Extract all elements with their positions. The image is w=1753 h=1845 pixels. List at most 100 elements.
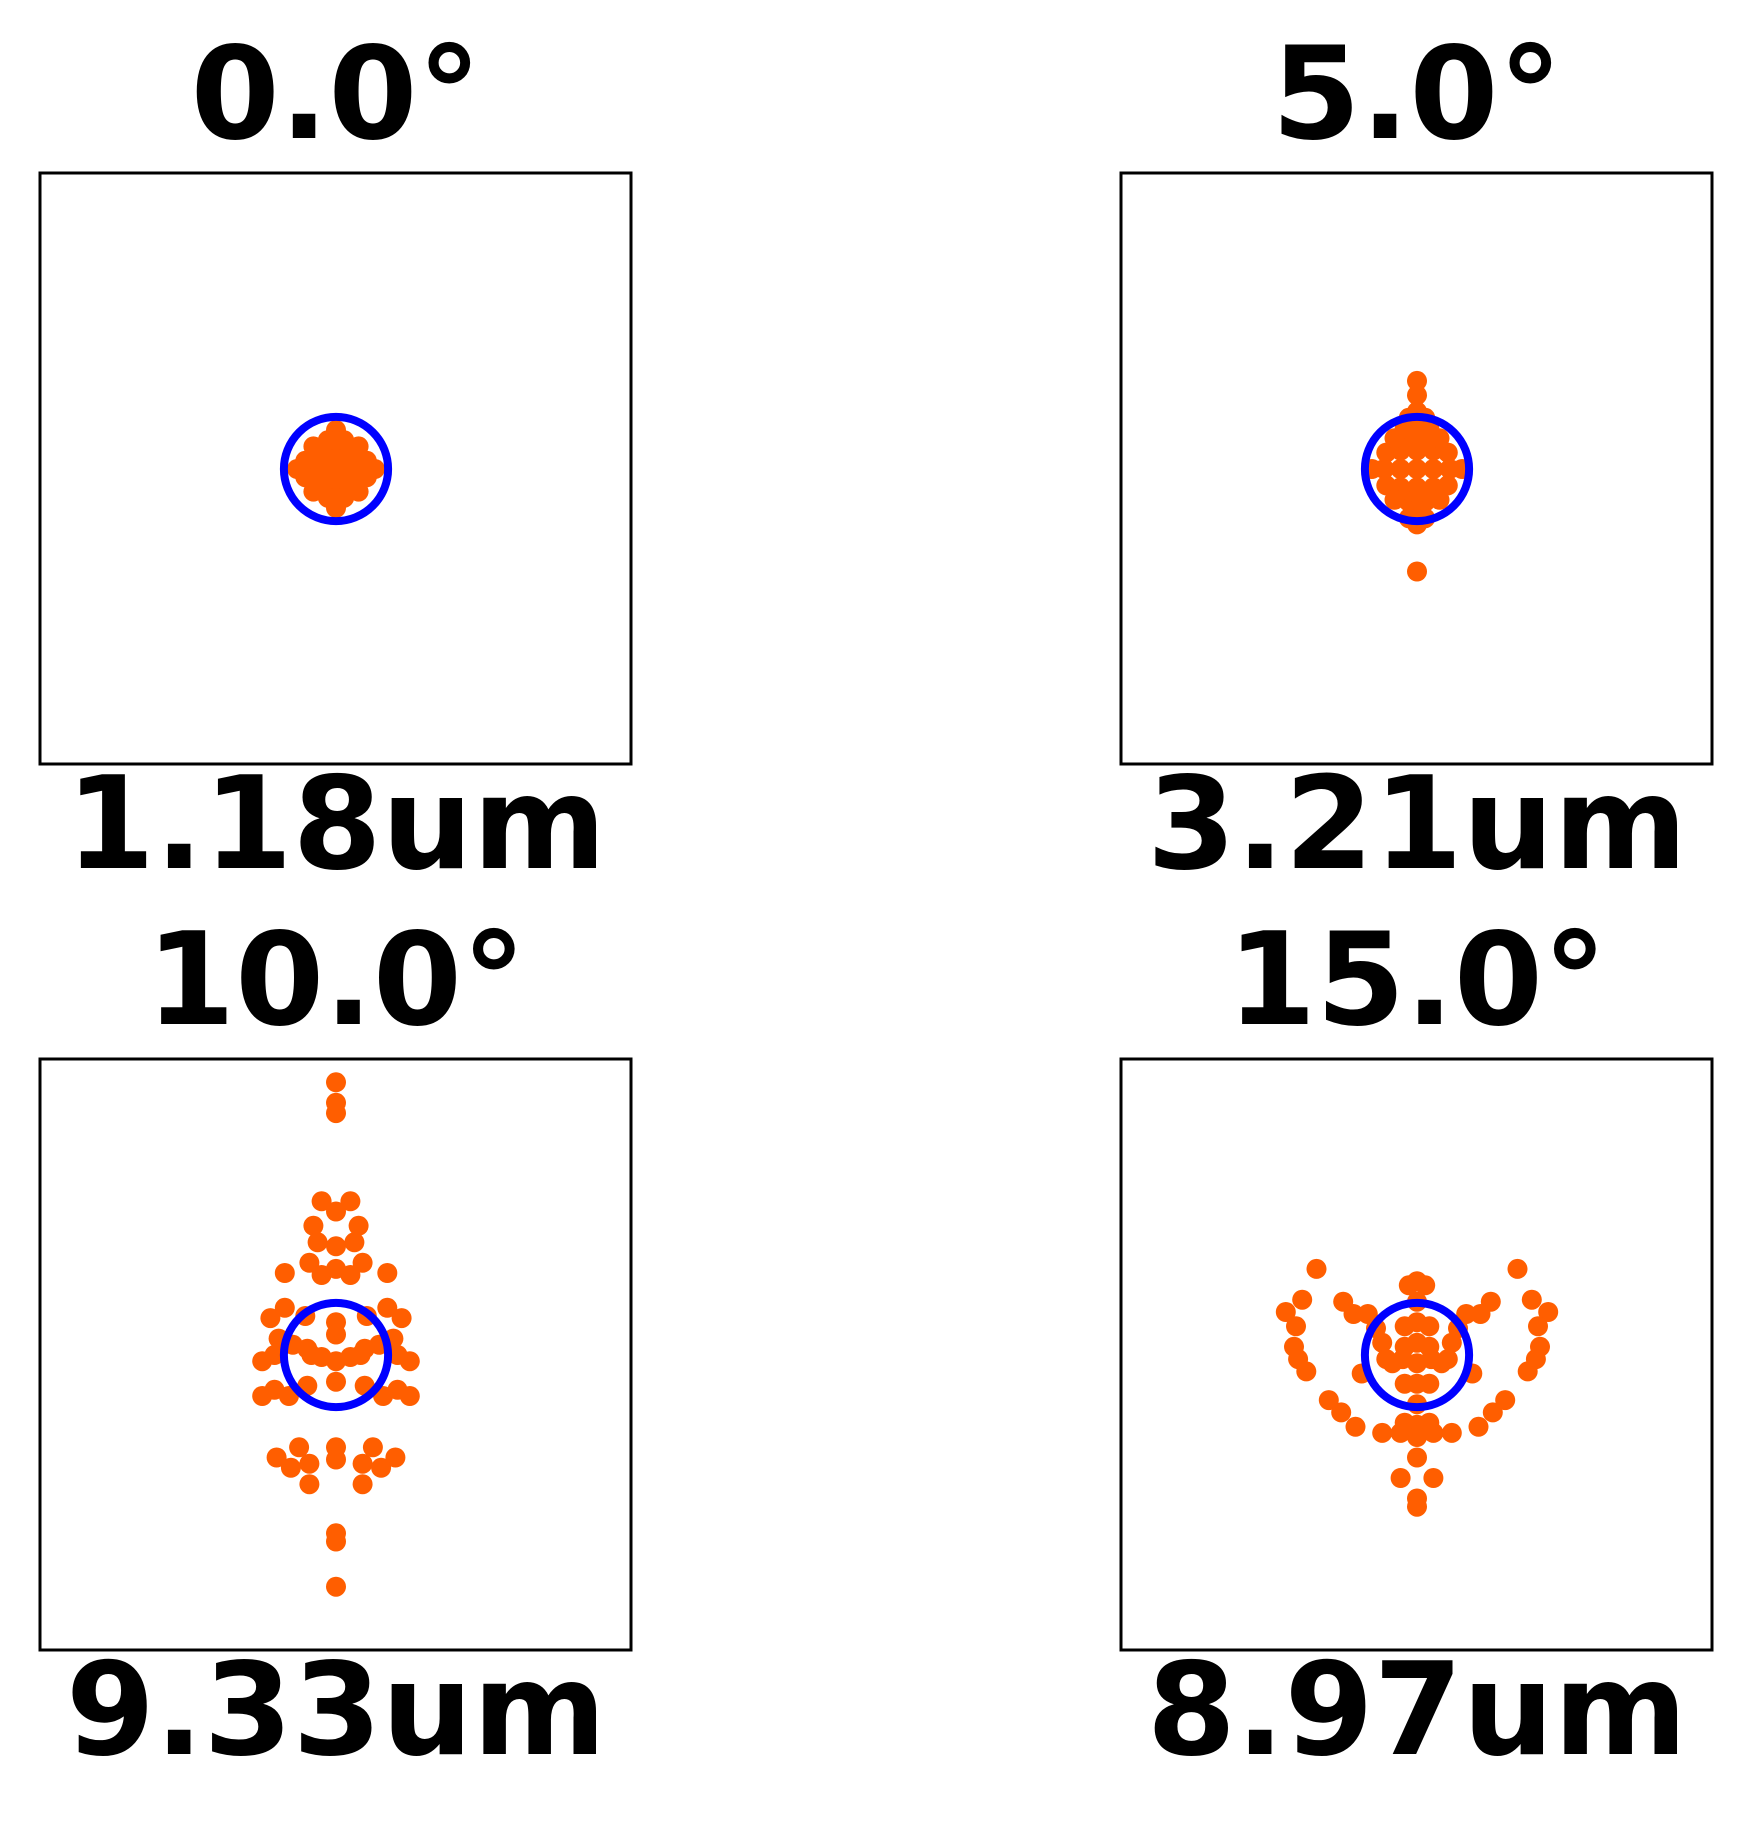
ray-spot-point	[352, 1474, 373, 1495]
ray-spot-point	[1372, 1332, 1393, 1353]
ray-spot-point	[1331, 1402, 1352, 1423]
ray-spot-point	[1468, 1416, 1489, 1437]
ray-spot-point	[344, 1232, 365, 1253]
ray-spot-point	[264, 1345, 285, 1365]
ray-spot-point	[1423, 459, 1444, 479]
ray-spot-point	[274, 1263, 295, 1283]
ray-spot-point	[334, 430, 355, 451]
ray-spot-point	[1407, 1427, 1427, 1447]
ray-spot-point	[326, 1072, 346, 1093]
ray-spot-point	[326, 1103, 346, 1124]
spot-panel: 0.0° 1.18um	[38, 20, 633, 899]
ray-spot-point	[307, 1232, 328, 1253]
ray-spot-point	[387, 1345, 408, 1365]
ray-spot-point	[1390, 1468, 1411, 1488]
ray-spot-point	[1372, 1422, 1393, 1443]
ray-spot-point	[1407, 459, 1427, 479]
ray-spot-point	[1538, 1302, 1559, 1322]
ray-spot-point	[260, 1308, 281, 1329]
ray-spot-point	[1394, 1373, 1415, 1394]
ray-spot-point	[1306, 1258, 1327, 1279]
ray-spot-point	[1423, 1468, 1444, 1488]
ray-spot-point	[336, 459, 357, 479]
ray-spot-point	[1398, 1275, 1419, 1296]
ray-spot-point	[1345, 1416, 1366, 1437]
ray-spot-point	[317, 430, 338, 451]
ray-spot-point	[1384, 489, 1405, 510]
field-angle-title: 0.0°	[191, 20, 482, 169]
ray-spot-point	[1419, 1373, 1440, 1394]
ray-spot-point	[1507, 1258, 1528, 1279]
ray-spot-point	[1275, 1302, 1296, 1322]
ray-spot-point	[1390, 459, 1411, 479]
ray-spot-point	[1407, 1488, 1427, 1509]
ray-spot-point	[326, 1449, 346, 1470]
ray-spot-point	[1441, 1332, 1462, 1353]
ray-spot-point	[315, 459, 336, 479]
ray-spot-point	[377, 1297, 398, 1318]
ray-spot-point	[266, 1447, 287, 1468]
ray-spot-point	[326, 1236, 346, 1257]
ray-spot-point	[311, 1347, 332, 1367]
ray-spot-point	[1528, 1316, 1548, 1337]
spot-panel: 10.0° 9.33um	[38, 906, 633, 1785]
ray-spot-point	[299, 1474, 320, 1495]
field-angle-title: 5.0°	[1272, 20, 1563, 169]
rms-radius-label: 3.21um	[1147, 750, 1687, 899]
ray-spot-point	[1429, 489, 1450, 510]
ray-spot-point	[1421, 1349, 1442, 1370]
ray-spot-point	[1296, 1361, 1317, 1382]
ray-spot-point	[352, 1453, 373, 1474]
ray-spot-point	[280, 1457, 301, 1478]
ray-spot-point	[326, 1531, 346, 1552]
airy-disk-circle	[1360, 412, 1474, 526]
airy-disk-circle	[1360, 1298, 1474, 1412]
ray-spot-point	[299, 1453, 320, 1474]
ray-spot-point	[1392, 1349, 1413, 1370]
ray-spot-point	[371, 1457, 392, 1478]
ray-spot-point	[1415, 1275, 1436, 1296]
spot-panel: 5.0° 3.21um	[1119, 20, 1714, 899]
ray-spot-point	[1419, 1316, 1440, 1337]
ray-spot-point	[377, 1263, 398, 1283]
airy-disk-circle	[279, 412, 393, 526]
ray-spot-point	[1470, 1304, 1491, 1324]
ray-spot-point	[1482, 1402, 1503, 1423]
ray-spot-point	[274, 1297, 295, 1318]
ray-spot-point	[289, 1437, 310, 1458]
ray-spot-point	[252, 1386, 273, 1406]
ray-spot-point	[317, 487, 338, 508]
ray-spot-point	[356, 467, 377, 488]
ray-spot-point	[326, 1371, 346, 1392]
ray-spot-point	[1407, 1447, 1427, 1468]
ray-spot-point	[326, 1324, 346, 1345]
rms-radius-label: 9.33um	[66, 1636, 606, 1785]
ray-spot-point	[1343, 1304, 1364, 1324]
ray-spot-point	[340, 1347, 361, 1367]
ray-spot-point	[299, 1252, 320, 1273]
ray-spot-point	[356, 450, 377, 471]
ray-spot-point	[385, 1447, 406, 1468]
ray-spot-point	[1441, 1422, 1462, 1443]
ray-spot-point	[1394, 1316, 1415, 1337]
ray-spot-point	[1407, 561, 1427, 582]
ray-spot-point	[311, 1191, 332, 1212]
ray-spot-point	[1407, 385, 1427, 406]
ray-spot-point	[1517, 1361, 1538, 1382]
rms-radius-label: 1.18um	[66, 750, 606, 899]
ray-spot-point	[1286, 1316, 1306, 1337]
ray-spot-point	[326, 1576, 346, 1597]
ray-spot-point	[1407, 370, 1427, 391]
airy-disk-circle	[279, 1298, 393, 1412]
ray-spot-point	[1495, 1390, 1516, 1411]
field-angle-title: 10.0°	[146, 906, 526, 1055]
ray-spot-point	[399, 1386, 420, 1406]
ray-spot-point	[352, 1252, 373, 1273]
ray-spot-point	[362, 1437, 383, 1458]
ray-spot-point	[1318, 1390, 1339, 1411]
ray-spot-point	[295, 467, 316, 488]
ray-spot-point	[311, 1265, 332, 1285]
rms-radius-label: 8.97um	[1147, 1636, 1687, 1785]
ray-spot-point	[1292, 1289, 1313, 1310]
